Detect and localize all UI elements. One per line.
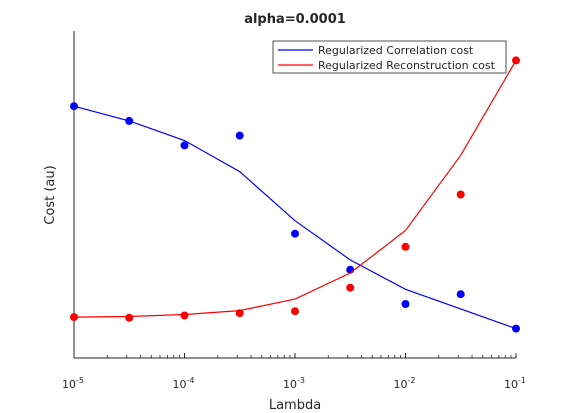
data-point bbox=[291, 307, 299, 315]
data-point bbox=[70, 102, 78, 110]
data-point bbox=[181, 141, 189, 149]
data-point bbox=[125, 117, 133, 125]
x-axis-label: Lambda bbox=[269, 398, 321, 413]
chart-title: alpha=0.0001 bbox=[244, 12, 346, 27]
legend-label-reconstruction: Regularized Reconstruction cost bbox=[318, 59, 496, 72]
data-point bbox=[70, 313, 78, 321]
legend-label-correlation: Regularized Correlation cost bbox=[318, 44, 474, 57]
data-point bbox=[457, 290, 465, 298]
data-point bbox=[512, 56, 520, 64]
data-point bbox=[181, 312, 189, 320]
data-point bbox=[346, 284, 354, 292]
data-point bbox=[512, 325, 520, 333]
data-point bbox=[402, 243, 410, 251]
data-point bbox=[402, 300, 410, 308]
data-point bbox=[457, 191, 465, 199]
y-axis-label: Cost (au) bbox=[43, 165, 58, 224]
data-point bbox=[236, 309, 244, 317]
legend: Regularized Correlation cost Regularized… bbox=[273, 41, 506, 73]
data-point bbox=[236, 132, 244, 140]
data-point bbox=[291, 230, 299, 238]
data-point bbox=[125, 314, 133, 322]
